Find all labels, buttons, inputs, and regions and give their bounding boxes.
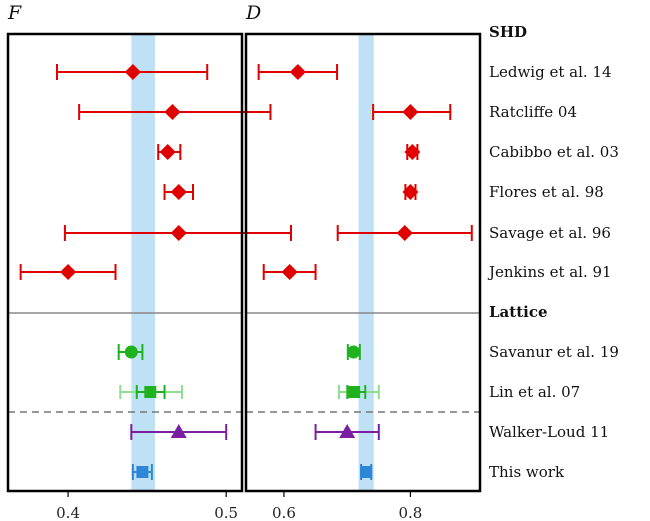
row-label: Savanur et al. 19 <box>489 343 619 361</box>
data-point-circle <box>347 345 361 359</box>
panel-d-frame <box>244 32 482 493</box>
group-header-label: Lattice <box>489 303 548 321</box>
data-point-diamond <box>289 64 306 80</box>
row-label: Walker-Loud 11 <box>489 423 609 441</box>
data-point-diamond <box>281 264 298 280</box>
data-point-diamond <box>396 225 413 241</box>
data-point-diamond <box>170 225 187 241</box>
data-point-diamond <box>60 264 77 280</box>
data-point-square <box>144 386 157 398</box>
x-tick-label: 0.5 <box>214 504 238 521</box>
data-point-diamond <box>170 184 187 200</box>
data-point-circle <box>124 345 138 359</box>
row-label: Ratcliffe 04 <box>489 103 577 121</box>
row-label: Lin et al. 07 <box>489 383 580 401</box>
x-tick-label: 0.6 <box>272 504 296 521</box>
panel-f-frame <box>6 32 244 493</box>
panel-f-title: F <box>7 2 22 24</box>
data-point-diamond <box>159 144 176 160</box>
row-label: Jenkins et al. 91 <box>487 263 612 281</box>
data-point-diamond <box>402 104 419 120</box>
x-tick-label: 0.8 <box>399 504 423 521</box>
x-tick-label: 0.4 <box>56 504 80 521</box>
data-point-triangle <box>339 424 356 438</box>
data-point-square <box>348 386 361 398</box>
panel-f-band <box>131 34 156 491</box>
row-label: Savage et al. 96 <box>489 224 611 242</box>
data-point-triangle <box>170 424 187 438</box>
data-point-square <box>136 466 149 478</box>
data-point-diamond <box>404 144 421 160</box>
row-label: Cabibbo et al. 03 <box>489 143 619 161</box>
row-label: Ledwig et al. 14 <box>489 63 611 81</box>
group-header-label: SHD <box>489 23 527 41</box>
panel-d-band <box>358 34 374 491</box>
panel-d-title: D <box>245 2 261 24</box>
row-label: Flores et al. 98 <box>489 183 604 201</box>
data-point-square <box>360 466 373 478</box>
data-point-diamond <box>124 64 141 80</box>
data-point-diamond <box>402 184 419 200</box>
data-point-diamond <box>164 104 181 120</box>
row-label: This work <box>489 463 565 481</box>
